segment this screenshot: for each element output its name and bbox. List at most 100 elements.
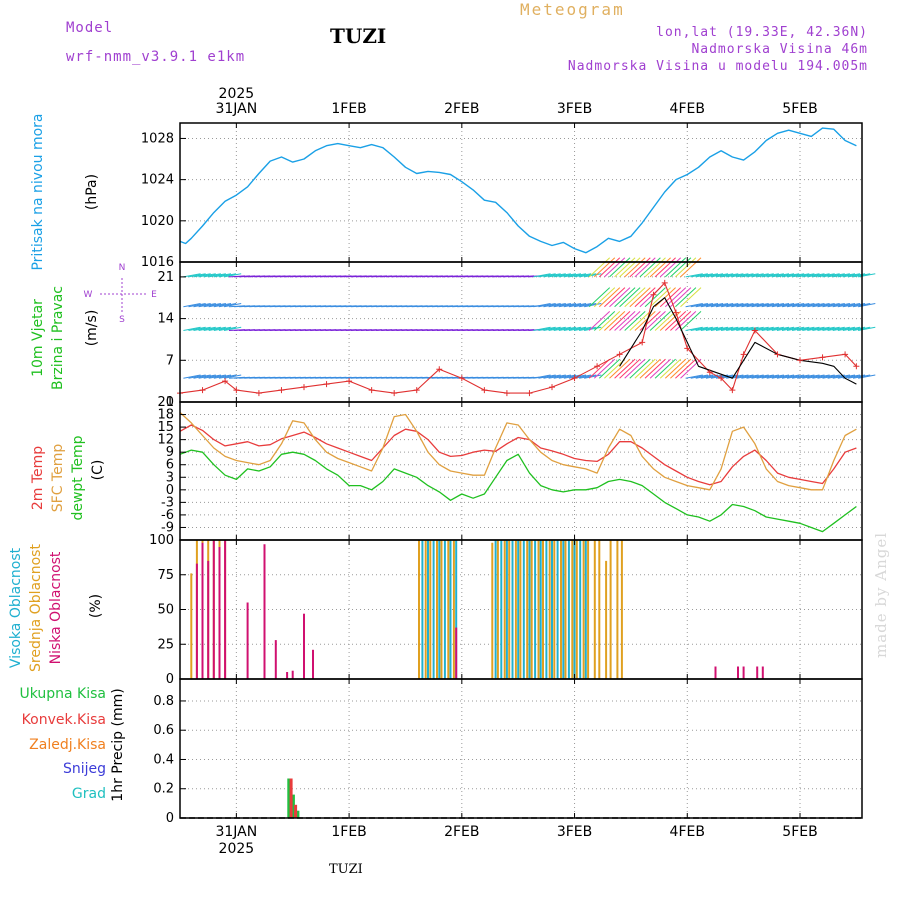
- wind-barb-453: [756, 326, 774, 331]
- wind-barb-455: [756, 273, 774, 278]
- wind-barb-6: [188, 303, 206, 308]
- wind-speed-marker-25: [684, 345, 691, 352]
- wind-barb-439: [736, 273, 754, 278]
- wind-barb-444: [746, 374, 764, 379]
- wind-barb-485: [797, 326, 815, 331]
- wind-barb-519: [837, 273, 856, 278]
- wind-barb-15: [198, 273, 216, 278]
- wind-speed-marker-4: [255, 390, 262, 397]
- wind-barb-284: [543, 374, 561, 379]
- wind-barb-385: [670, 311, 692, 331]
- wind-barb-31: [218, 273, 237, 278]
- wind-barb-283: [538, 273, 556, 278]
- panel-frame-wind: [179, 261, 863, 403]
- cloud-unit: (%): [88, 594, 104, 618]
- wind-barb-421: [715, 326, 734, 331]
- wind-barb-300: [563, 374, 582, 379]
- wind-barb-345: [619, 311, 641, 331]
- wind-barb-441: [741, 326, 759, 331]
- wind-barb-319: [584, 273, 602, 278]
- wind-barb-474: [781, 303, 800, 308]
- wind-barb-317: [584, 326, 602, 331]
- wind-barb-438: [736, 303, 754, 308]
- wind-barb-376: [659, 358, 682, 379]
- wind-barb-290: [548, 303, 566, 308]
- wind-barb-19: [203, 273, 221, 278]
- wind-barb-426: [721, 303, 739, 308]
- wind-barb-504: [822, 374, 840, 379]
- wind-barb-535: [858, 273, 876, 278]
- wind-barb-394: [680, 287, 702, 308]
- wind-barb-308: [573, 374, 592, 379]
- wind-speed-marker-10: [391, 390, 398, 397]
- wind-barb-521: [842, 326, 861, 331]
- wind-barb-498: [812, 303, 830, 308]
- pressure-series-0: [179, 127, 857, 254]
- wind-speed-marker-9: [368, 387, 375, 394]
- precip-bar-1-1: [294, 804, 298, 818]
- cloud-ylabel-low: Niska Oblacnost: [48, 551, 64, 664]
- wind-barb-293: [553, 326, 571, 331]
- wind-barb-398: [685, 303, 703, 308]
- wind-barb-321: [588, 311, 611, 331]
- wind-barb-400: [690, 374, 708, 379]
- wind-barb-428: [726, 374, 744, 379]
- pressure-unit: (hPa): [84, 174, 100, 210]
- wind-barb-404: [695, 374, 713, 379]
- y-tick-label-precip-0: 0: [166, 811, 174, 826]
- wind-speed-marker-3: [233, 387, 240, 394]
- wind-barb-479: [786, 273, 805, 278]
- wind-barb-443: [741, 273, 759, 278]
- wind-barb-466: [771, 303, 790, 308]
- wind-barb-456: [761, 374, 779, 379]
- wind-barb-5: [188, 326, 206, 331]
- wind-barb-337: [609, 311, 631, 331]
- wind-barb-509: [827, 326, 845, 331]
- wind-speed-marker-28: [729, 387, 736, 394]
- y-tick-label-precip-3: 0.6: [153, 723, 174, 738]
- wind-barb-366: [644, 287, 666, 308]
- wind-barb-424: [721, 374, 739, 379]
- wind-barb-353: [629, 311, 651, 331]
- wind-barb-333: [604, 311, 626, 331]
- wind-barb-327: [593, 257, 616, 278]
- compass-e: E: [151, 290, 157, 300]
- wind-barb-377: [659, 311, 682, 331]
- wind-barb-472: [781, 374, 800, 379]
- wind-speed-marker-24: [673, 309, 679, 316]
- wind-barb-297: [558, 326, 577, 331]
- wind-speed-marker-21: [639, 339, 646, 346]
- wind-barb-459: [761, 273, 779, 278]
- wind-series-1: [619, 297, 857, 385]
- wind-barb-301: [563, 326, 582, 331]
- wind-speed-marker-16: [526, 390, 533, 397]
- wind-barb-35: [223, 273, 242, 278]
- precip-bar-1-0: [289, 778, 293, 818]
- wind-barb-464: [771, 374, 790, 379]
- wind-barb-493: [807, 326, 825, 331]
- wind-barb-21: [208, 326, 226, 331]
- wind-barb-434: [731, 303, 749, 308]
- wind-barb-27: [213, 273, 232, 278]
- wind-barb-386: [670, 287, 692, 308]
- wind-barb-513: [832, 326, 850, 331]
- wind-barb-454: [756, 303, 774, 308]
- wind-barb-372: [654, 358, 676, 379]
- wind-barb-367: [644, 257, 666, 278]
- wind-speed-marker-32: [797, 357, 803, 364]
- cloud-ylabel-high: Visoka Oblacnost: [8, 547, 24, 668]
- wind-barb-471: [776, 273, 795, 278]
- wind-barb-458: [761, 303, 779, 308]
- wind-barb-12: [198, 374, 216, 379]
- wind-barb-312: [579, 374, 597, 379]
- wind-barb-339: [609, 257, 631, 278]
- wind-barb-482: [792, 303, 810, 308]
- time-label-top-4: 4FEB: [670, 101, 705, 117]
- wind-barb-365: [644, 311, 666, 331]
- wind-barb-413: [705, 326, 724, 331]
- wind-barb-494: [807, 303, 825, 308]
- wind-speed-marker-19: [594, 363, 601, 370]
- wind-barb-309: [573, 326, 592, 331]
- wind-barb-418: [710, 303, 729, 308]
- time-label-top-0: 31JAN: [215, 101, 257, 117]
